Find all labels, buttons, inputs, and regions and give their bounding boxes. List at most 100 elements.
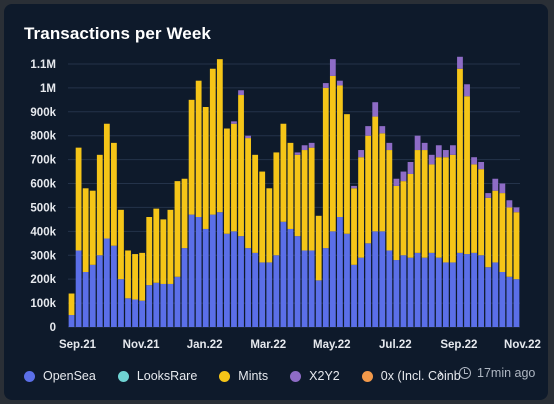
bar-segment[interactable] [442, 262, 449, 327]
bar-segment[interactable] [457, 68, 463, 253]
bar-segment[interactable] [146, 217, 153, 286]
bar-segment[interactable] [96, 154, 103, 256]
bar-segment[interactable] [160, 219, 167, 284]
bar-segment[interactable] [68, 293, 75, 316]
bar-segment[interactable] [224, 233, 230, 327]
bar-segment[interactable] [478, 169, 485, 256]
bar-segment[interactable] [407, 257, 414, 327]
bar-segment[interactable] [435, 145, 442, 158]
bar-segment[interactable] [372, 116, 379, 232]
bar-segment[interactable] [485, 193, 492, 198]
bar-segment[interactable] [125, 298, 131, 327]
bar-segment[interactable] [195, 80, 202, 217]
bar-segment[interactable] [421, 142, 428, 151]
bar-segment[interactable] [287, 142, 294, 229]
bar-segment[interactable] [386, 250, 393, 327]
bar-segment[interactable] [365, 126, 372, 136]
bar-segment[interactable] [492, 178, 499, 191]
bar-segment[interactable] [301, 150, 308, 251]
bar-segment[interactable] [513, 207, 520, 213]
bar-segment[interactable] [308, 250, 315, 327]
bar-segment[interactable] [266, 262, 273, 327]
bar-segment[interactable] [506, 276, 513, 327]
bar-segment[interactable] [231, 123, 237, 232]
bar-segment[interactable] [351, 264, 357, 327]
bar-segment[interactable] [181, 248, 188, 327]
bar-segment[interactable] [421, 150, 428, 258]
bar-segment[interactable] [421, 257, 428, 327]
bar-segment[interactable] [450, 154, 456, 263]
bar-segment[interactable] [132, 299, 138, 328]
bar-segment[interactable] [118, 279, 124, 327]
bar-segment[interactable] [329, 59, 336, 76]
bar-segment[interactable] [252, 252, 259, 327]
bar-segment[interactable] [75, 250, 82, 327]
bar-segment[interactable] [308, 147, 315, 251]
bar-segment[interactable] [344, 233, 350, 327]
bar-segment[interactable] [188, 214, 195, 327]
bar-segment[interactable] [358, 150, 364, 158]
bar-segment[interactable] [315, 280, 322, 327]
bar-segment[interactable] [513, 279, 520, 327]
bar-segment[interactable] [139, 300, 146, 327]
legend-item-0x[interactable]: 0x (Incl. Coinbase) [361, 369, 461, 383]
bar-segment[interactable] [224, 128, 230, 234]
bar-segment[interactable] [435, 157, 442, 258]
bar-segment[interactable] [478, 162, 485, 170]
bar-segment[interactable] [379, 133, 386, 232]
bar-segment[interactable] [202, 228, 209, 327]
bar-segment[interactable] [245, 138, 251, 249]
bar-segment[interactable] [238, 95, 244, 237]
bar-segment[interactable] [287, 228, 294, 327]
bar-segment[interactable] [471, 164, 477, 253]
bar-segment[interactable] [315, 215, 322, 281]
legend-item-opensea[interactable]: OpenSea [24, 369, 96, 383]
bar-segment[interactable] [471, 157, 477, 165]
bar-segment[interactable] [231, 231, 237, 327]
bar-segment[interactable] [111, 142, 117, 246]
bar-segment[interactable] [280, 221, 287, 327]
bar-segment[interactable] [450, 145, 456, 155]
bar-segment[interactable] [103, 238, 110, 327]
bar-segment[interactable] [464, 84, 470, 97]
bar-segment[interactable] [125, 250, 131, 299]
bar-segment[interactable] [294, 154, 301, 237]
bar-segment[interactable] [118, 209, 124, 280]
bar-segment[interactable] [89, 264, 96, 327]
bar-segment[interactable] [358, 257, 364, 327]
bar-segment[interactable] [428, 252, 435, 327]
bar-segment[interactable] [68, 315, 75, 327]
bar-segment[interactable] [344, 114, 350, 234]
bar-segment[interactable] [259, 262, 266, 327]
bar-segment[interactable] [372, 231, 379, 327]
bar-segment[interactable] [139, 252, 146, 301]
bar-segment[interactable] [294, 236, 301, 327]
bar-segment[interactable] [464, 96, 470, 255]
bar-segment[interactable] [407, 173, 414, 258]
bar-segment[interactable] [499, 272, 506, 327]
bar-segment[interactable] [372, 102, 379, 117]
bar-segment[interactable] [379, 231, 386, 327]
bar-segment[interactable] [492, 190, 499, 263]
bar-segment[interactable] [393, 185, 400, 261]
bar-segment[interactable] [400, 181, 407, 256]
bar-segment[interactable] [174, 181, 181, 277]
bar-segment[interactable] [216, 212, 223, 327]
bar-segment[interactable] [273, 152, 280, 256]
bar-segment[interactable] [329, 231, 336, 327]
bar-segment[interactable] [322, 248, 329, 327]
bar-segment[interactable] [231, 121, 237, 124]
bar-segment[interactable] [478, 255, 485, 327]
bar-segment[interactable] [103, 123, 110, 239]
bar-segment[interactable] [266, 188, 273, 263]
bar-segment[interactable] [322, 83, 329, 88]
bar-segment[interactable] [280, 123, 287, 222]
bar-segment[interactable] [358, 157, 364, 258]
bar-segment[interactable] [209, 68, 216, 215]
bar-segment[interactable] [188, 99, 195, 215]
bar-segment[interactable] [202, 107, 209, 229]
bar-segment[interactable] [379, 126, 386, 134]
bar-segment[interactable] [337, 85, 343, 217]
bar-segment[interactable] [513, 212, 520, 280]
bar-segment[interactable] [82, 272, 89, 327]
